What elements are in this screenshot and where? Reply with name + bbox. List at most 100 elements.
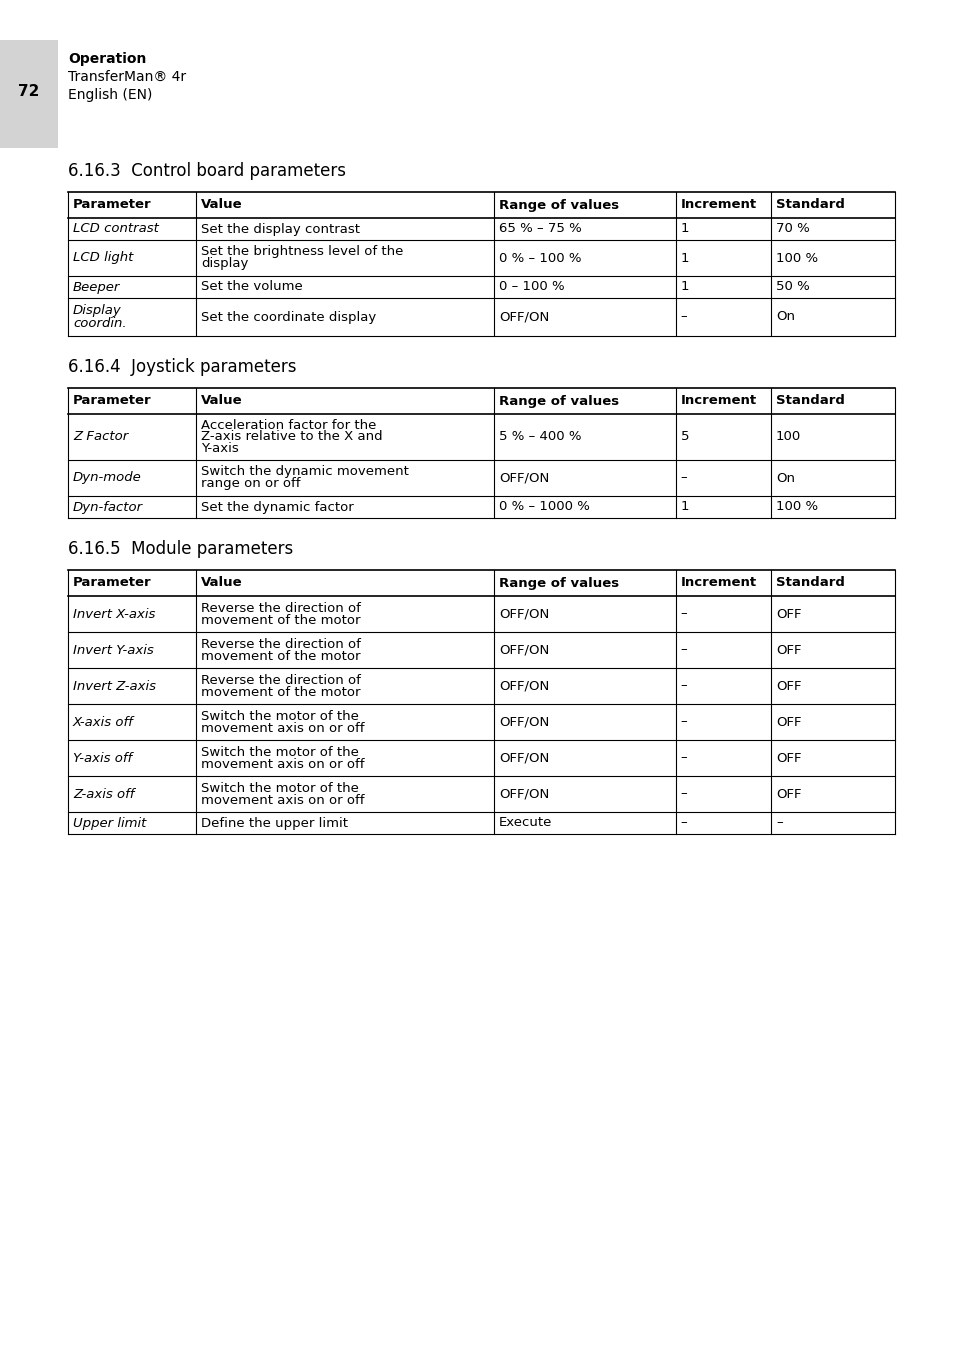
Text: 100: 100 [775,430,801,443]
Text: OFF/ON: OFF/ON [498,680,549,692]
Text: Range of values: Range of values [498,199,618,211]
Text: Beeper: Beeper [73,280,120,293]
Text: OFF: OFF [775,607,801,621]
Text: –: – [680,715,687,729]
Text: On: On [775,311,794,323]
Text: 1: 1 [680,280,689,293]
Text: OFF/ON: OFF/ON [498,752,549,764]
Text: movement axis on or off: movement axis on or off [201,757,364,771]
Text: OFF/ON: OFF/ON [498,787,549,800]
Text: OFF: OFF [775,787,801,800]
Text: Range of values: Range of values [498,576,618,589]
Text: Switch the motor of the: Switch the motor of the [201,710,358,722]
Text: 5: 5 [680,430,689,443]
Text: Dyn-mode: Dyn-mode [73,472,142,484]
Text: Standard: Standard [775,199,844,211]
Text: 1: 1 [680,223,689,235]
Text: Execute: Execute [498,817,552,830]
Text: LCD contrast: LCD contrast [73,223,159,235]
Text: 0 % – 1000 %: 0 % – 1000 % [498,500,589,514]
Text: display: display [201,257,249,270]
Text: Y-axis off: Y-axis off [73,752,132,764]
Text: Operation: Operation [68,51,146,66]
Text: OFF/ON: OFF/ON [498,472,549,484]
Text: Value: Value [201,395,243,407]
Text: 1: 1 [680,500,689,514]
Text: Reverse the direction of: Reverse the direction of [201,673,360,687]
Text: X-axis off: X-axis off [73,715,133,729]
Text: Invert X-axis: Invert X-axis [73,607,155,621]
Text: Reverse the direction of: Reverse the direction of [201,602,360,615]
Text: movement of the motor: movement of the motor [201,649,360,662]
Text: TransferMan® 4r: TransferMan® 4r [68,70,186,84]
Text: Set the display contrast: Set the display contrast [201,223,360,235]
Text: –: – [680,472,687,484]
Text: 70 %: 70 % [775,223,809,235]
Text: 6.16.4  Joystick parameters: 6.16.4 Joystick parameters [68,358,296,376]
Text: –: – [680,607,687,621]
Text: OFF/ON: OFF/ON [498,715,549,729]
Text: Increment: Increment [680,576,756,589]
Text: Parameter: Parameter [73,395,152,407]
Text: –: – [680,817,687,830]
Text: 100 %: 100 % [775,251,818,265]
Text: –: – [680,311,687,323]
Text: movement axis on or off: movement axis on or off [201,794,364,807]
Text: 50 %: 50 % [775,280,809,293]
Text: Invert Y-axis: Invert Y-axis [73,644,153,657]
Text: Increment: Increment [680,199,756,211]
Text: Define the upper limit: Define the upper limit [201,817,348,830]
Text: 65 % – 75 %: 65 % – 75 % [498,223,581,235]
Text: Dyn-factor: Dyn-factor [73,500,143,514]
Text: –: – [680,680,687,692]
Text: Standard: Standard [775,395,844,407]
Text: 6.16.3  Control board parameters: 6.16.3 Control board parameters [68,162,346,180]
Text: OFF: OFF [775,715,801,729]
Text: Switch the motor of the: Switch the motor of the [201,745,358,758]
Text: Parameter: Parameter [73,199,152,211]
Text: Range of values: Range of values [498,395,618,407]
Text: Switch the dynamic movement: Switch the dynamic movement [201,465,409,479]
Text: Display: Display [73,304,122,316]
Text: 6.16.5  Module parameters: 6.16.5 Module parameters [68,539,293,558]
Text: Reverse the direction of: Reverse the direction of [201,638,360,650]
Text: movement of the motor: movement of the motor [201,614,360,626]
Text: On: On [775,472,794,484]
Text: OFF/ON: OFF/ON [498,607,549,621]
Bar [0,41,58,147]
Text: 100 %: 100 % [775,500,818,514]
Text: LCD light: LCD light [73,251,133,265]
Text: Z Factor: Z Factor [73,430,128,443]
Text: OFF/ON: OFF/ON [498,311,549,323]
Text: 72: 72 [18,84,40,99]
Text: –: – [680,787,687,800]
Text: Value: Value [201,576,243,589]
Text: range on or off: range on or off [201,477,300,491]
Text: Set the volume: Set the volume [201,280,303,293]
Text: movement of the motor: movement of the motor [201,685,360,699]
Text: Increment: Increment [680,395,756,407]
Text: Standard: Standard [775,576,844,589]
Text: movement axis on or off: movement axis on or off [201,722,364,734]
Text: 0 % – 100 %: 0 % – 100 % [498,251,580,265]
Text: –: – [680,752,687,764]
Text: Switch the motor of the: Switch the motor of the [201,781,358,795]
Text: coordïn.: coordïn. [73,316,127,330]
Text: 0 – 100 %: 0 – 100 % [498,280,564,293]
Text: Value: Value [201,199,243,211]
Text: 5 % – 400 %: 5 % – 400 % [498,430,580,443]
Text: Upper limit: Upper limit [73,817,146,830]
Text: OFF: OFF [775,680,801,692]
Text: –: – [775,817,781,830]
Text: Set the dynamic factor: Set the dynamic factor [201,500,354,514]
Text: –: – [680,644,687,657]
Text: 1: 1 [680,251,689,265]
Text: OFF: OFF [775,644,801,657]
Text: Z-axis off: Z-axis off [73,787,134,800]
Text: Acceleration factor for the: Acceleration factor for the [201,419,376,433]
Text: Z-axis relative to the X and: Z-axis relative to the X and [201,430,382,443]
Text: Set the brightness level of the: Set the brightness level of the [201,246,403,258]
Text: English (EN): English (EN) [68,88,152,101]
Text: Set the coordinate display: Set the coordinate display [201,311,376,323]
Text: OFF/ON: OFF/ON [498,644,549,657]
